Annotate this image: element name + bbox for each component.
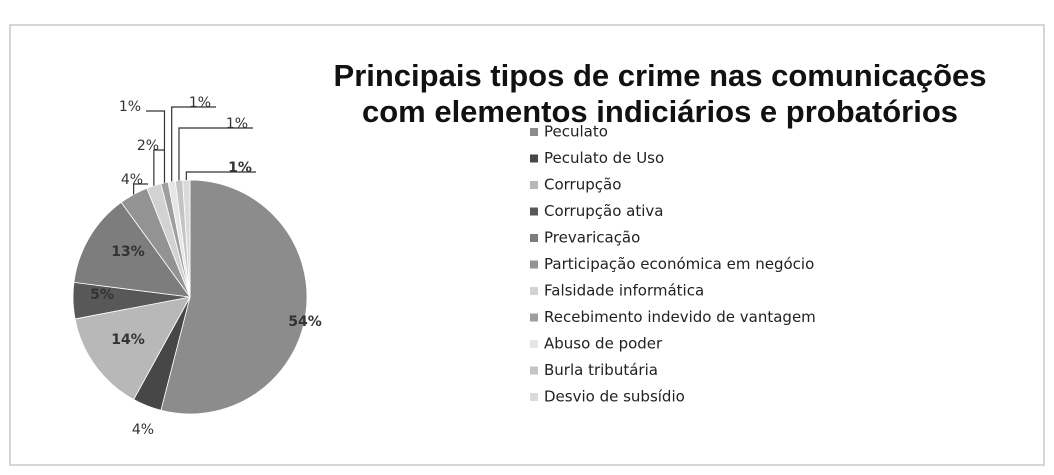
legend-swatch	[530, 260, 538, 269]
data-label: 54%	[288, 314, 322, 330]
legend-swatch	[530, 313, 538, 322]
legend-label: Peculato	[544, 123, 608, 141]
leader-line	[185, 171, 256, 181]
legend-label: Recebimento indevido de vantagem	[544, 308, 816, 326]
legend-label: Burla tributária	[544, 361, 658, 379]
legend-label: Prevaricação	[544, 229, 640, 247]
legend-swatch	[530, 207, 538, 216]
data-label: 2%	[137, 138, 159, 154]
legend-label: Peculato de Uso	[544, 149, 664, 167]
legend-label: Falsidade informática	[544, 282, 704, 300]
legend-swatch	[530, 181, 538, 189]
legend-swatch	[530, 234, 538, 242]
legend-swatch	[530, 128, 538, 136]
data-label: 4%	[121, 172, 143, 188]
data-label: 1%	[228, 160, 252, 176]
leader-line	[153, 149, 164, 186]
pie-slice	[73, 201, 191, 298]
legend-swatch	[530, 366, 538, 375]
legend-label: Corrupção	[544, 176, 621, 194]
leader-line	[178, 127, 253, 181]
pie-slice	[74, 296, 191, 401]
chart-title: com elementos indiciários e probatórios	[362, 94, 958, 129]
legend-label: Desvio de subsídio	[544, 388, 685, 406]
data-label: 4%	[132, 422, 154, 438]
data-label: 5%	[90, 287, 114, 303]
data-label: 14%	[111, 332, 145, 348]
legend-label: Corrupção ativa	[544, 202, 663, 220]
pie-slice	[182, 179, 191, 298]
data-label: 13%	[111, 244, 145, 260]
legend-swatch	[530, 287, 538, 295]
pie-slice	[160, 179, 308, 415]
legend-swatch	[530, 393, 538, 401]
legend-label: Abuso de poder	[544, 335, 663, 353]
leader-line	[146, 110, 166, 183]
leader-line	[133, 183, 148, 195]
leader-line	[171, 106, 216, 182]
data-label: 1%	[119, 99, 141, 115]
chart-title: Principais tipos de crime nas comunicaçõ…	[334, 58, 987, 93]
legend-label: Participação económica em negócio	[544, 255, 814, 273]
legend-swatch	[530, 340, 538, 348]
data-label: 1%	[226, 116, 248, 132]
legend-swatch	[530, 154, 538, 163]
data-label: 1%	[189, 95, 211, 111]
